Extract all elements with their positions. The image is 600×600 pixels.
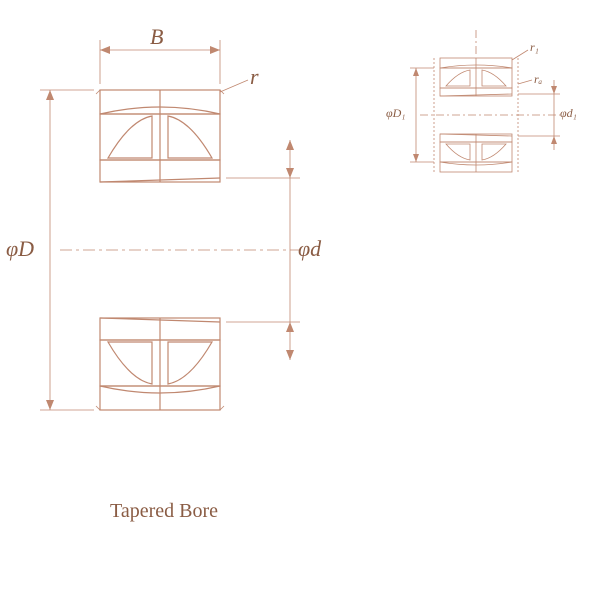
label-B: B <box>150 24 163 50</box>
small-bearing-diagram <box>0 0 600 600</box>
diagram-container: B r φD φd r₁ rₐ φD₁ φd₁ Tapered Bore <box>0 0 600 600</box>
label-r1-small: r₁ <box>530 40 539 55</box>
label-phid: φd <box>298 236 321 262</box>
label-r: r <box>250 64 259 90</box>
caption-tapered-bore: Tapered Bore <box>110 500 218 523</box>
label-phiD1-small: φD₁ <box>386 106 405 121</box>
label-phiD: φD <box>6 236 34 262</box>
label-ra-small: rₐ <box>534 72 542 87</box>
label-phid1-small: φd₁ <box>560 106 577 121</box>
